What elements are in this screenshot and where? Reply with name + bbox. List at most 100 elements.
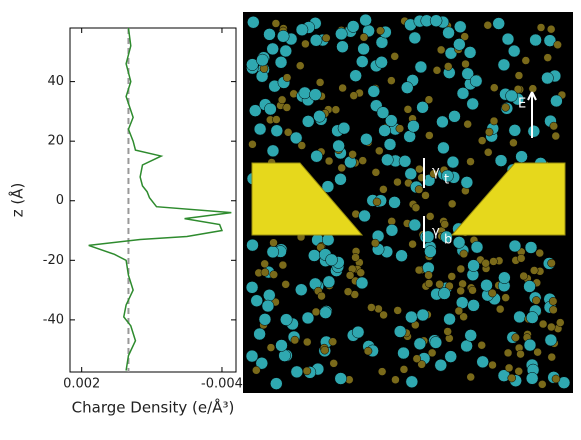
water-atom <box>408 31 422 45</box>
ion-atom <box>337 163 346 173</box>
water-atom <box>405 375 419 389</box>
x-tick-label: 0.002 <box>63 377 100 392</box>
ion-atom <box>375 146 384 156</box>
ion-atom <box>408 239 417 249</box>
ion-atom <box>443 327 452 336</box>
water-atom <box>526 311 539 324</box>
water-atom <box>416 308 430 322</box>
water-atom <box>497 58 511 72</box>
water-atom <box>441 169 454 183</box>
water-atom <box>319 306 332 319</box>
ion-atom <box>317 291 326 301</box>
ion-atom <box>503 348 513 358</box>
ion-atom <box>277 95 287 105</box>
water-atom <box>452 236 466 249</box>
gap-subscript: t <box>444 173 449 188</box>
ion-atom <box>551 131 561 141</box>
water-atom <box>429 14 443 27</box>
ion-atom <box>538 319 548 329</box>
water-atom <box>446 155 460 169</box>
water-atom <box>407 120 420 133</box>
ion-atom <box>435 280 444 289</box>
water-atom <box>429 336 443 349</box>
ion-atom <box>447 199 457 209</box>
ion-atom <box>302 337 312 347</box>
water-atom <box>270 377 283 390</box>
ion-atom <box>421 191 430 200</box>
y-tick-label: 0 <box>56 193 64 208</box>
water-atom <box>321 180 335 193</box>
water-atom <box>289 131 303 145</box>
line <box>88 27 232 371</box>
electrode <box>450 162 566 236</box>
water-atom <box>263 28 276 41</box>
water-atom <box>388 196 401 209</box>
water-atom <box>250 294 263 307</box>
water-atom <box>408 218 422 232</box>
ion-atom <box>379 310 388 320</box>
ion-atom <box>488 360 497 370</box>
ion-atom <box>425 131 434 140</box>
ion-atom <box>481 259 490 268</box>
gap-symbol: γ <box>432 225 440 240</box>
ion-atom <box>282 103 292 112</box>
ion-atom <box>547 258 556 268</box>
ion-atom <box>295 61 305 70</box>
water-atom <box>381 153 394 167</box>
ion-atom <box>477 136 487 145</box>
ion-atom <box>338 83 347 93</box>
water-atom <box>448 110 461 123</box>
water-atom <box>421 230 435 244</box>
water-atom <box>463 46 477 59</box>
y-tick-label: -40 <box>43 312 64 327</box>
water-atom <box>355 276 369 290</box>
water-atom <box>515 150 528 163</box>
ion-atom <box>411 203 421 212</box>
water-atom <box>295 283 308 296</box>
ion-atom <box>458 279 467 289</box>
ion-atom <box>536 23 546 32</box>
water-atom <box>453 38 466 51</box>
water-atom <box>398 155 412 168</box>
water-atom <box>508 124 522 137</box>
ion-atom <box>395 124 405 133</box>
ion-atom <box>297 141 307 150</box>
ion-atom <box>547 352 556 362</box>
ion-atom <box>379 185 388 194</box>
ion-atom <box>377 367 387 376</box>
water-atom <box>454 20 467 34</box>
water-atom <box>275 339 288 352</box>
water-atom <box>513 310 526 324</box>
ion-atom <box>489 257 498 266</box>
water-atom <box>529 33 542 47</box>
ion-atom <box>371 168 381 177</box>
ion-atom <box>376 26 385 35</box>
ion-atom <box>269 238 278 247</box>
ion-atom <box>415 164 424 174</box>
ion-atom <box>483 20 493 30</box>
water-atom <box>476 355 489 369</box>
water-atom <box>263 289 276 302</box>
ion-atom <box>417 360 426 369</box>
water-atom <box>376 106 390 119</box>
ion-atom <box>528 84 538 93</box>
ion-atom <box>516 254 526 263</box>
water-atom <box>505 89 518 103</box>
water-atom <box>523 280 536 293</box>
ion-atom <box>351 253 360 262</box>
ion-atom <box>358 156 367 165</box>
water-atom <box>367 85 381 98</box>
ion-atom <box>454 306 464 316</box>
water-atom <box>437 141 450 155</box>
water-atom <box>375 55 388 69</box>
water-atom <box>550 94 563 108</box>
ion-atom <box>514 367 523 376</box>
ion-atom <box>393 306 402 315</box>
water-atom <box>334 372 347 385</box>
ion-atom <box>501 103 510 112</box>
ion-atom <box>345 271 355 280</box>
ion-atom <box>490 83 499 92</box>
ion-atom <box>466 157 475 166</box>
water-atom <box>524 241 538 254</box>
